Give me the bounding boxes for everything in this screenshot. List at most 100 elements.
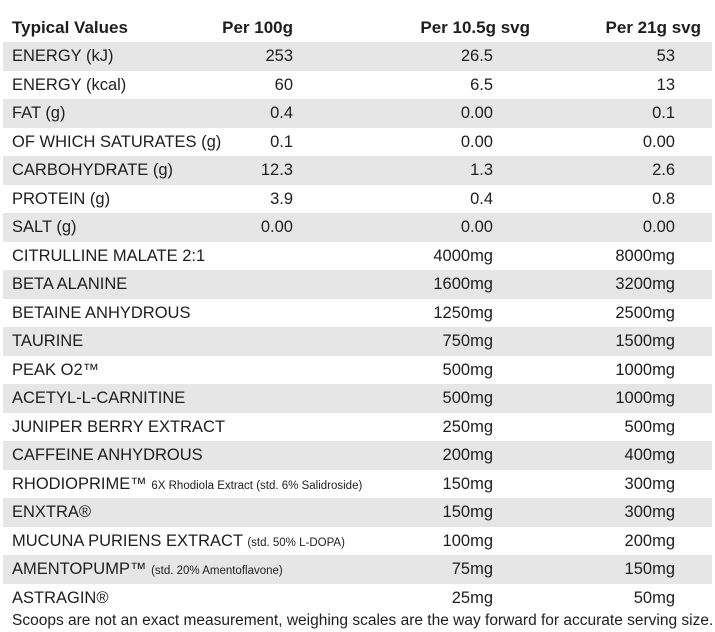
row-label: AMENTOPUMP™ (std. 20% Amentoflavone) xyxy=(12,555,283,586)
value-per-100g: 0.00 xyxy=(260,218,293,236)
value-per-21g: 1500mg xyxy=(615,332,675,350)
table-row: FAT (g) 0.4 0.00 0.1 xyxy=(3,99,712,128)
value-per-10-5g: 250mg xyxy=(442,417,493,436)
table-row: ASTRAGIN® 25mg 50mg xyxy=(3,584,712,613)
footnote: Scoops are not an exact measurement, wei… xyxy=(12,612,714,629)
header-per-100g: Per 100g xyxy=(222,18,293,37)
table-row: OF WHICH SATURATES (g) 0.1 0.00 0.00 xyxy=(3,128,712,157)
table-row: CITRULLINE MALATE 2:1 4000mg 8000mg xyxy=(3,242,712,271)
row-label: PROTEIN (g) xyxy=(12,185,110,214)
nutrient-name: CARBOHYDRATE (g) xyxy=(12,161,174,179)
header-typical-values: Typical Values xyxy=(12,18,128,37)
row-label: OF WHICH SATURATES (g) xyxy=(12,128,221,157)
value-per-21g: 2500mg xyxy=(615,303,675,322)
row-label: TAURINE xyxy=(12,327,83,356)
value-per-21g: 0.00 xyxy=(642,132,675,151)
row-label: ENERGY (kJ) xyxy=(12,42,113,71)
nutrient-name: ACETYL-L-CARNITINE xyxy=(12,389,186,407)
value-per-10-5g: 6.5 xyxy=(470,75,493,94)
table-row: ENERGY (kcal) 60 6.5 13 xyxy=(3,71,712,100)
row-label: CITRULLINE MALATE 2:1 xyxy=(12,242,205,271)
value-per-21g: 2.6 xyxy=(652,161,675,179)
value-per-21g: 150mg xyxy=(624,560,675,578)
nutrient-name: CITRULLINE MALATE 2:1 xyxy=(12,246,206,265)
value-per-10-5g: 75mg xyxy=(451,560,493,578)
value-per-10-5g: 4000mg xyxy=(433,246,493,265)
nutrient-name: CAFFEINE ANHYDROUS xyxy=(12,446,203,464)
row-label: MUCUNA PURIENS EXTRACT (std. 50% L-DOPA) xyxy=(12,527,345,558)
value-per-10-5g: 1250mg xyxy=(433,303,493,322)
table-row: CAFFEINE ANHYDROUS 200mg 400mg xyxy=(3,441,712,470)
row-label: ASTRAGIN® xyxy=(12,584,109,613)
nutrient-name: ENXTRA® xyxy=(12,503,92,521)
value-per-10-5g: 500mg xyxy=(442,389,493,407)
value-per-100g: 253 xyxy=(265,47,293,65)
value-per-100g: 3.9 xyxy=(270,189,293,208)
value-per-21g: 400mg xyxy=(624,446,675,464)
nutrient-name: PROTEIN (g) xyxy=(12,189,111,208)
value-per-10-5g: 25mg xyxy=(451,588,493,607)
value-per-21g: 50mg xyxy=(633,588,675,607)
table-header: Typical Values Per 100g Per 10.5g svg Pe… xyxy=(0,13,715,42)
value-per-10-5g: 1600mg xyxy=(433,275,493,293)
nutrient-note: (std. 50% L-DOPA) xyxy=(247,536,345,549)
row-label: BETAINE ANHYDROUS xyxy=(12,299,190,328)
value-per-21g: 300mg xyxy=(624,474,675,493)
row-label: RHODIOPRIME™ 6X Rhodiola Extract (std. 6… xyxy=(12,470,362,501)
nutrient-name: PEAK O2™ xyxy=(12,360,100,379)
table-row: ACETYL-L-CARNITINE 500mg 1000mg xyxy=(3,384,712,413)
value-per-10-5g: 0.00 xyxy=(460,104,493,122)
row-label: ENXTRA® xyxy=(12,498,91,527)
value-per-10-5g: 0.4 xyxy=(470,189,493,208)
table-row: RHODIOPRIME™ 6X Rhodiola Extract (std. 6… xyxy=(3,470,712,499)
value-per-21g: 3200mg xyxy=(615,275,675,293)
row-label: JUNIPER BERRY EXTRACT xyxy=(12,413,225,442)
nutrient-name: OF WHICH SATURATES (g) xyxy=(12,132,222,151)
nutrient-name: FAT (g) xyxy=(12,104,66,122)
nutrient-name: ENERGY (kJ) xyxy=(12,47,114,65)
value-per-10-5g: 1.3 xyxy=(470,161,493,179)
nutrient-name: MUCUNA PURIENS EXTRACT xyxy=(12,531,243,550)
nutrient-name: BETAINE ANHYDROUS xyxy=(12,303,191,322)
nutrient-name: JUNIPER BERRY EXTRACT xyxy=(12,417,226,436)
row-label: SALT (g) xyxy=(12,213,77,242)
value-per-10-5g: 150mg xyxy=(442,503,493,521)
value-per-21g: 0.8 xyxy=(652,189,675,208)
value-per-21g: 500mg xyxy=(624,417,675,436)
table-row: CARBOHYDRATE (g) 12.3 1.3 2.6 xyxy=(3,156,712,185)
row-label: BETA ALANINE xyxy=(12,270,127,299)
row-label: FAT (g) xyxy=(12,99,65,128)
header-per-10-5g: Per 10.5g svg xyxy=(420,18,530,37)
value-per-10-5g: 100mg xyxy=(442,531,493,550)
row-label: PEAK O2™ xyxy=(12,356,99,385)
value-per-10-5g: 0.00 xyxy=(460,218,493,236)
value-per-10-5g: 750mg xyxy=(442,332,493,350)
value-per-21g: 0.00 xyxy=(642,218,675,236)
table-row: ENERGY (kJ) 253 26.5 53 xyxy=(3,42,712,71)
nutrient-name: TAURINE xyxy=(12,332,84,350)
value-per-21g: 1000mg xyxy=(615,389,675,407)
value-per-21g: 13 xyxy=(656,75,675,94)
table-row: AMENTOPUMP™ (std. 20% Amentoflavone) 75mg… xyxy=(3,555,712,584)
value-per-10-5g: 26.5 xyxy=(460,47,493,65)
value-per-21g: 200mg xyxy=(624,531,675,550)
nutrient-name: ENERGY (kcal) xyxy=(12,75,127,94)
value-per-21g: 300mg xyxy=(624,503,675,521)
nutrient-name: AMENTOPUMP™ xyxy=(12,560,147,578)
row-label: CARBOHYDRATE (g) xyxy=(12,156,173,185)
nutrient-note: 6X Rhodiola Extract (std. 6% Salidroside… xyxy=(151,479,363,492)
row-label: ACETYL-L-CARNITINE xyxy=(12,384,185,413)
value-per-10-5g: 150mg xyxy=(442,474,493,493)
nutrient-note: (std. 20% Amentoflavone) xyxy=(151,565,283,577)
table-row: SALT (g) 0.00 0.00 0.00 xyxy=(3,213,712,242)
value-per-100g: 60 xyxy=(274,75,293,94)
table-row: PROTEIN (g) 3.9 0.4 0.8 xyxy=(3,185,712,214)
value-per-100g: 12.3 xyxy=(260,161,293,179)
table-row: BETA ALANINE 1600mg 3200mg xyxy=(3,270,712,299)
table-row: JUNIPER BERRY EXTRACT 250mg 500mg xyxy=(3,413,712,442)
nutrient-name: ASTRAGIN® xyxy=(12,588,109,607)
value-per-21g: 0.1 xyxy=(652,104,675,122)
nutrient-name: SALT (g) xyxy=(12,218,77,236)
table-row: PEAK O2™ 500mg 1000mg xyxy=(3,356,712,385)
nutrient-name: BETA ALANINE xyxy=(12,275,128,293)
